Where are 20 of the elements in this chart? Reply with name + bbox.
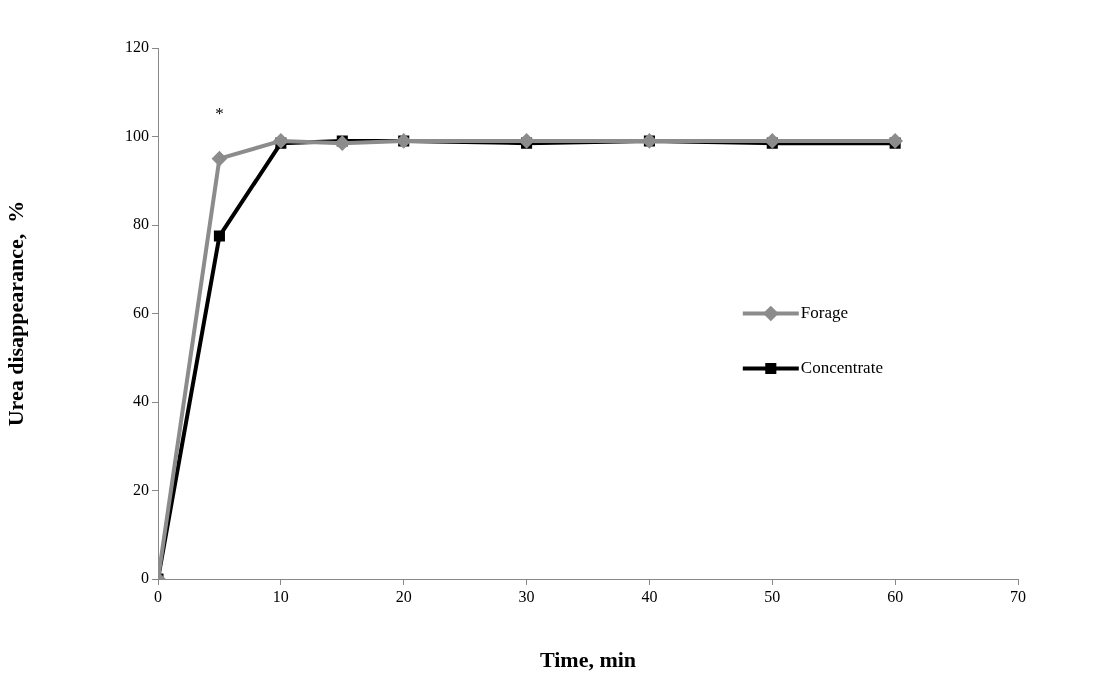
x-tick-label: 20 [395, 587, 412, 605]
legend-label: Forage [800, 302, 849, 322]
y-tick-label: 100 [125, 126, 149, 144]
x-tick-label: 30 [518, 587, 535, 605]
y-tick-label: 120 [125, 38, 149, 56]
x-tick-label: 10 [272, 587, 289, 605]
x-tick-label: 0 [154, 587, 162, 605]
legend-label: Concentrate [800, 357, 883, 377]
y-tick-label: 60 [133, 303, 149, 321]
y-tick-label: 80 [133, 215, 149, 233]
x-tick-label: 50 [764, 587, 781, 605]
annotation: * [215, 103, 224, 123]
y-tick-label: 0 [141, 569, 149, 587]
y-tick-label: 40 [133, 392, 149, 410]
y-axis-title: Urea disappearance, % [2, 200, 28, 427]
x-axis-title: Time, min [539, 647, 637, 673]
x-tick-label: 40 [641, 587, 658, 605]
x-tick-label: 60 [887, 587, 904, 605]
y-tick-label: 20 [133, 480, 149, 498]
x-tick-label: 70 [1010, 587, 1026, 605]
